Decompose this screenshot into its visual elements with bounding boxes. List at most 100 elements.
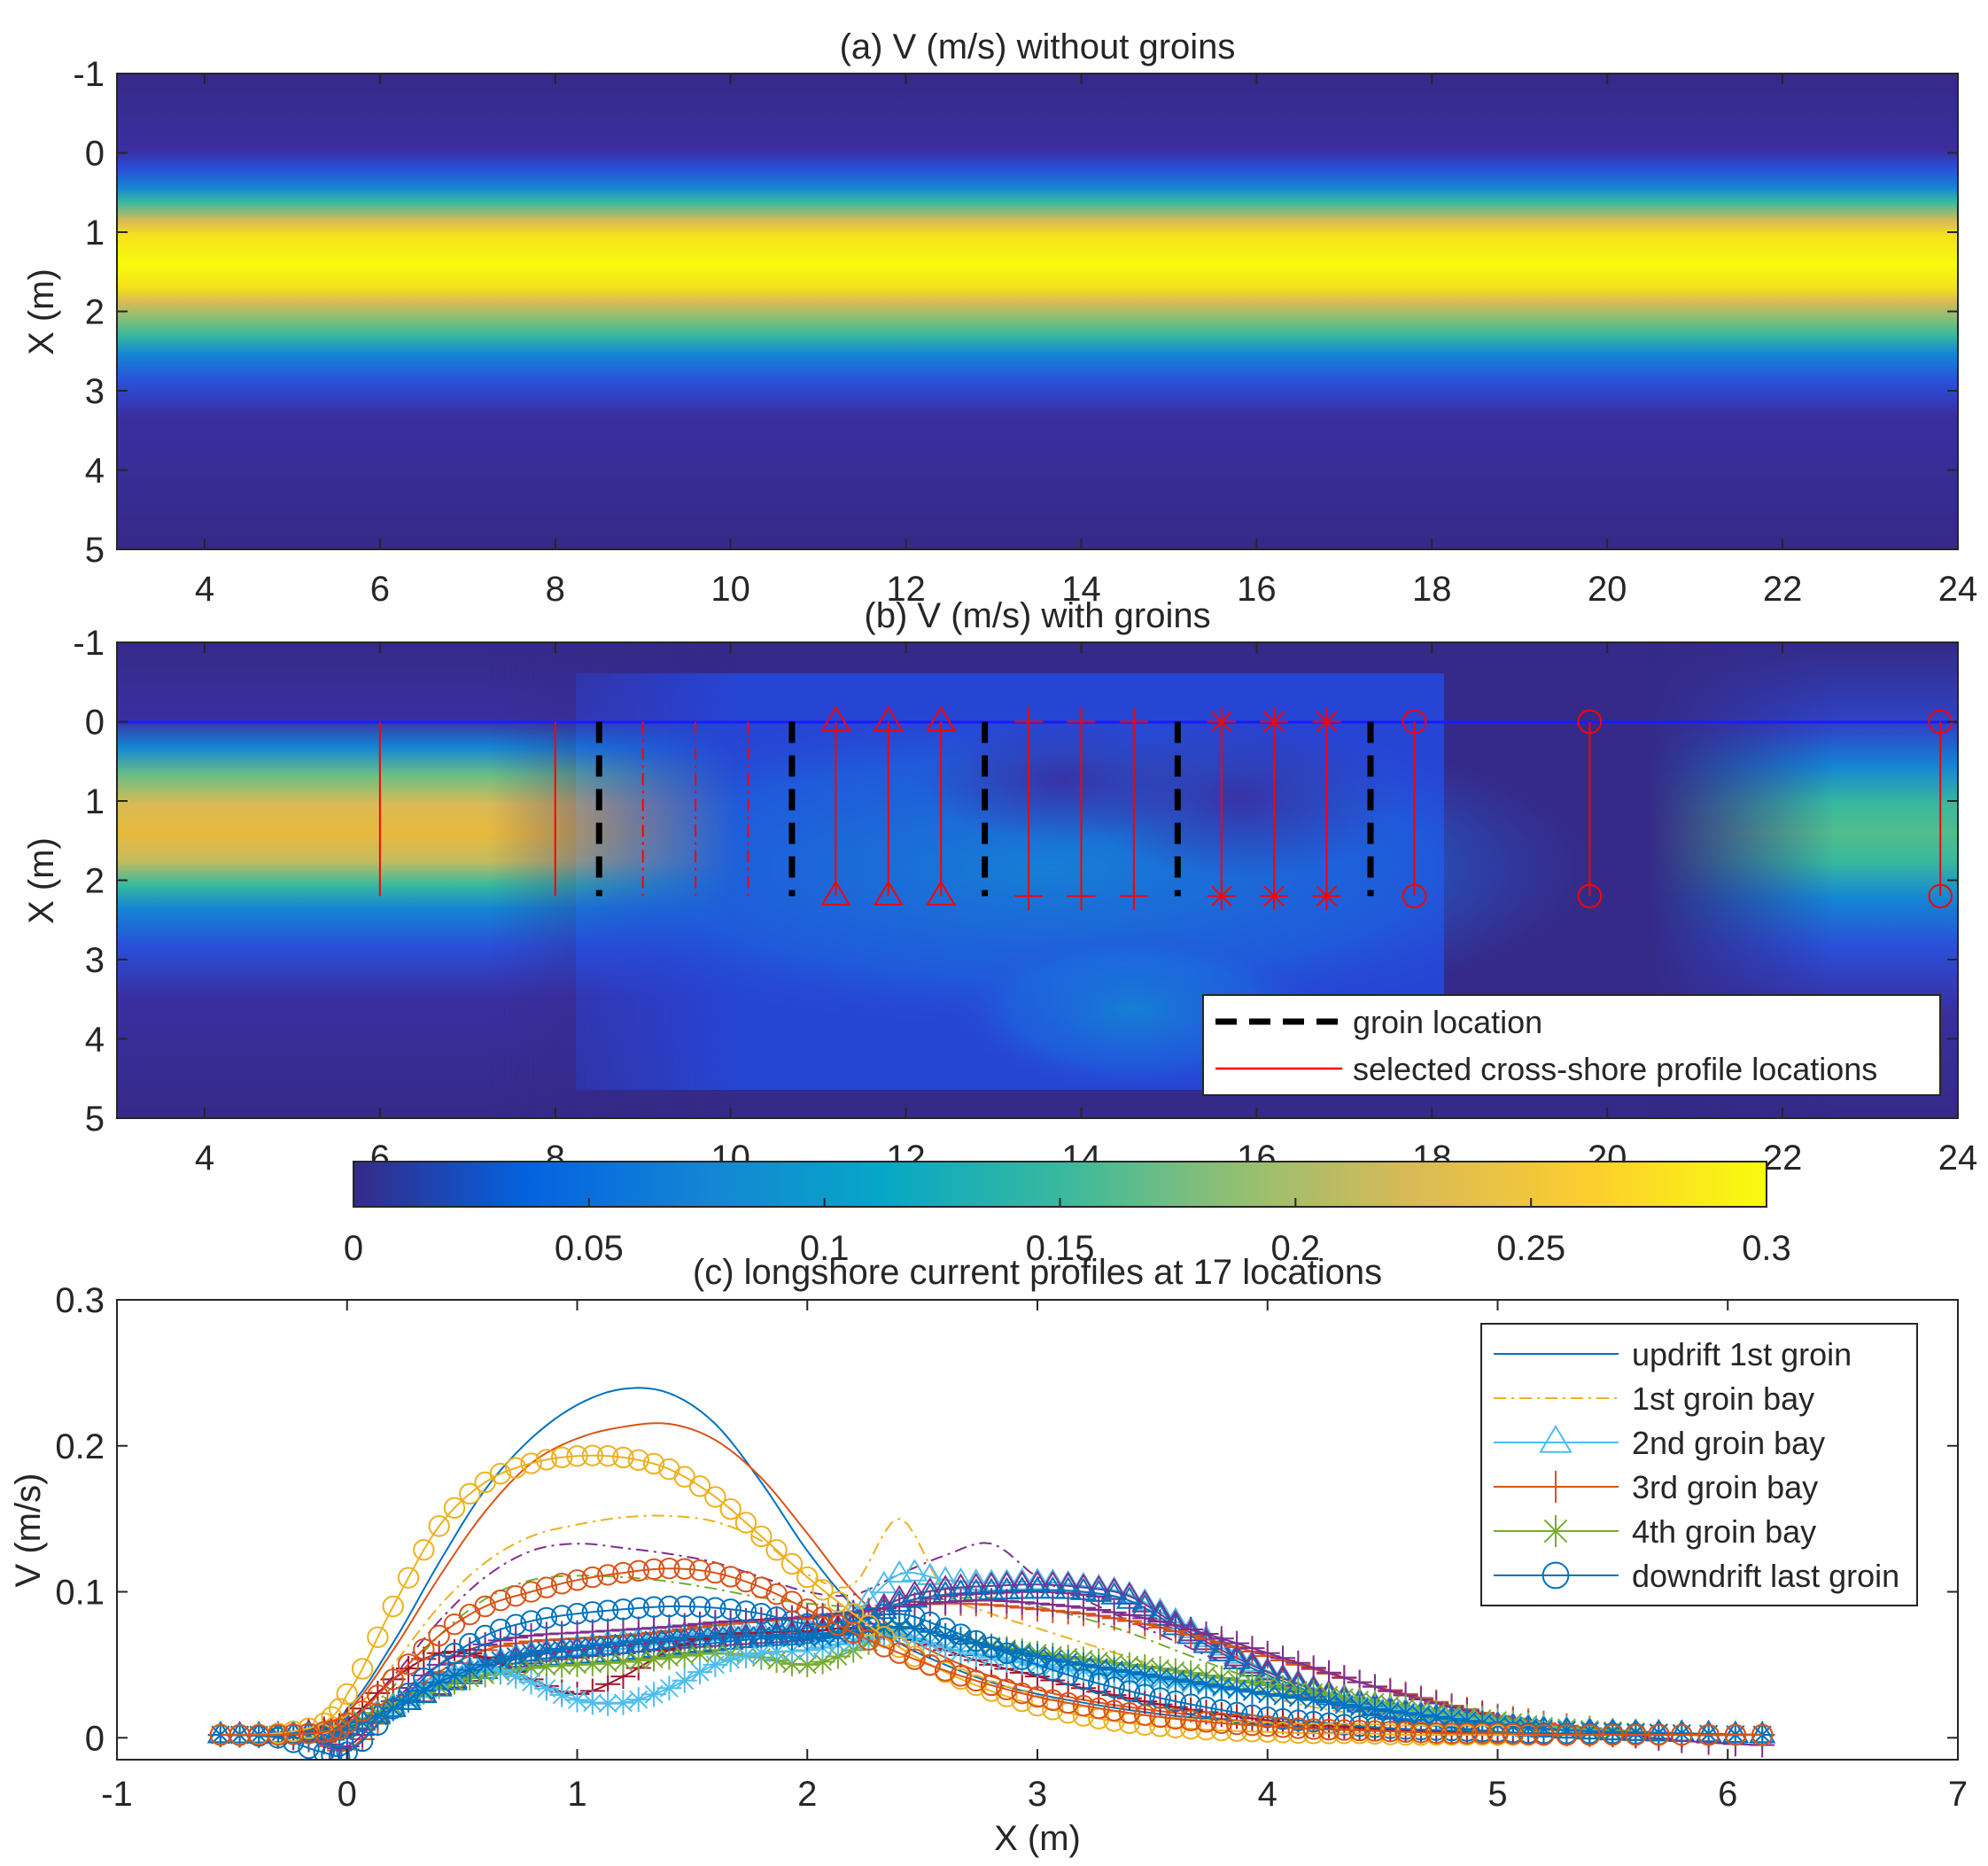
series-marker [550,1573,573,1595]
series-marker [886,1559,913,1583]
series-marker [535,1606,558,1629]
series-marker [796,1566,819,1589]
series-marker [625,1687,651,1713]
series-marker [518,1655,544,1681]
series-marker [1116,1602,1142,1628]
panel-a-xtick-label: 22 [1763,570,1803,609]
profile-marker [1577,709,1603,735]
series-marker [902,1616,928,1642]
panel-c-frame [116,1299,1959,1761]
series-marker [596,1599,619,1621]
series-marker [282,1723,305,1745]
series-marker [1023,1567,1052,1590]
series-marker [687,1660,713,1685]
series-marker [1316,1690,1342,1715]
panel-a-ytick-label: 5 [85,531,105,570]
panel-a-xtick-label: 4 [195,570,214,609]
colorbar: 0 0.05 0.1 0.15 0.2 0.25 0.3 [344,1161,1791,1268]
profile-marker [1312,882,1341,911]
series-marker [564,1635,590,1660]
panel-b-legend: groin location selected cross-shore prof… [1202,994,1941,1096]
series-marker [718,1647,743,1673]
series-marker [765,1606,788,1629]
series-marker [413,1539,435,1561]
series-marker [1100,1577,1128,1600]
series-marker [1085,1574,1113,1598]
series-marker [1208,1674,1234,1699]
series-marker [520,1610,542,1632]
series-marker [1425,1722,1448,1745]
panel-a-title: (a) V (m/s) without groins [840,27,1236,66]
series-marker [749,1640,774,1666]
panel-c-series [206,1387,1776,1760]
series-marker [1254,1681,1280,1707]
series-marker [428,1515,450,1537]
series-marker [1179,1717,1202,1740]
series-marker [1026,1685,1049,1708]
series-marker [688,1475,711,1497]
panel-c-xtick-label: -1 [101,1775,133,1814]
series-marker [780,1552,804,1575]
series-marker [1332,1692,1357,1717]
profile-marker [926,880,957,906]
series-marker [812,1579,834,1601]
series-marker [704,1486,726,1508]
panel-a-ytick-label: 3 [85,372,105,411]
series-marker [313,1721,335,1743]
panel-b-xtick-label: 24 [1938,1139,1978,1178]
series-marker [1162,1667,1188,1692]
series-marker [888,1642,911,1664]
series-marker [796,1613,819,1635]
series-marker [765,1539,788,1561]
legend-profile-label: selected cross-shore profile locations [1353,1051,1877,1087]
series-marker [1239,1679,1265,1705]
series-marker [457,1657,483,1683]
series-marker [656,1644,682,1670]
profile-marker [1119,882,1148,911]
series-marker [1088,1697,1110,1720]
series-marker [1008,1567,1036,1590]
series-marker [443,1613,466,1636]
series-marker [566,1603,588,1625]
series-marker [443,1497,466,1520]
series-marker [1487,1722,1509,1745]
series-marker [1302,1722,1324,1745]
series-marker [795,1626,820,1652]
series-marker [1011,1690,1033,1713]
colorbar-tick-label: 0.25 [1496,1229,1565,1268]
legend-marker [1540,1515,1572,1547]
panel-c-xtick-label: 3 [1028,1775,1047,1814]
series-marker [564,1652,590,1677]
series-marker [413,1667,435,1690]
series-marker [566,1569,588,1591]
series-marker [441,1663,467,1689]
panel-c-ylabel: V (m/s) [9,1473,48,1588]
series-marker [1270,1683,1296,1709]
series-marker [642,1596,665,1618]
panel-b-ytick-label: 0 [85,704,105,743]
legend-label: downdrift last groin [1632,1558,1899,1594]
profile-marker [926,705,957,732]
series-marker [313,1712,335,1735]
series-marker [1178,1669,1204,1695]
series-marker [612,1446,634,1469]
series-marker [298,1717,320,1739]
panel-a-xtick-label: 10 [711,570,750,609]
series-marker [965,1669,987,1692]
series-marker [950,1623,972,1645]
series-marker [321,1744,343,1760]
series-marker [267,1723,290,1746]
profile-lines [378,705,1953,911]
series-marker [1516,1714,1541,1740]
series-marker [1424,1704,1449,1730]
series-marker [1116,1685,1142,1711]
legend-marker [1539,1425,1573,1453]
panel-a-ytick-label: 0 [85,135,105,174]
panel-b-ytick-label: 4 [85,1021,105,1060]
panel-c-ytick-label: 0.3 [55,1281,105,1320]
series-marker [1270,1645,1296,1671]
colorbar-tick-label: 0.15 [1026,1229,1095,1268]
series-marker [365,1703,391,1729]
series-marker [672,1643,697,1668]
series-marker [319,1720,345,1745]
